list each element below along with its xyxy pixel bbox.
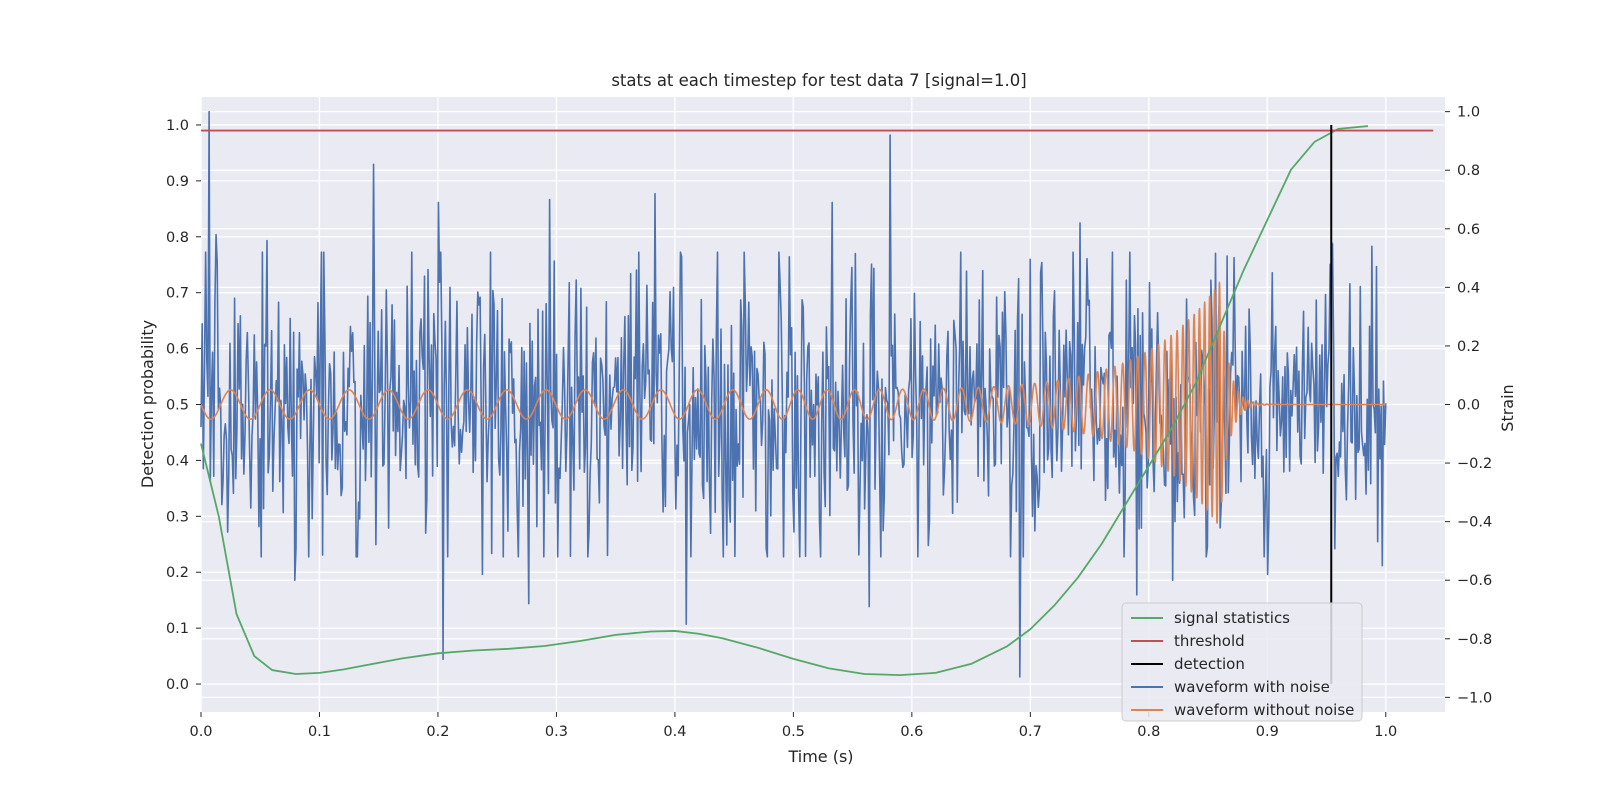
legend-label: waveform with noise bbox=[1174, 678, 1330, 696]
legend-box bbox=[1121, 602, 1363, 722]
legend-label: signal statistics bbox=[1174, 609, 1290, 627]
x-tick-label: 0.9 bbox=[1256, 724, 1279, 740]
x-tick-label: 0.2 bbox=[426, 724, 449, 740]
y2-tick-label: −0.6 bbox=[1457, 573, 1492, 589]
y-tick-label: 0.3 bbox=[166, 509, 189, 525]
y2-tick-label: −1.0 bbox=[1457, 690, 1492, 706]
series-line-waveform-without-noise bbox=[200, 281, 1387, 524]
y-tick-label: 0.0 bbox=[166, 677, 189, 693]
x-tick-label: 0.6 bbox=[900, 724, 923, 740]
x-tick-label: 0.8 bbox=[1137, 724, 1160, 740]
y2-axis-title: Strain bbox=[1498, 384, 1517, 431]
y2-tick-label: −0.4 bbox=[1457, 515, 1492, 531]
series-layer bbox=[200, 110, 1434, 685]
y-tick-label: 0.2 bbox=[166, 565, 189, 581]
y-tick-label: 0.5 bbox=[166, 398, 189, 414]
y-tick-label: 0.8 bbox=[166, 230, 189, 246]
x-axis-title: Time (s) bbox=[787, 747, 853, 766]
y-tick-label: 0.7 bbox=[166, 286, 189, 302]
y2-tick-label: 0.2 bbox=[1457, 339, 1480, 355]
y-tick-label: 1.0 bbox=[166, 118, 189, 134]
legend-label: threshold bbox=[1174, 632, 1245, 650]
x-tick-label: 0.1 bbox=[308, 724, 331, 740]
y2-tick-label: 0.0 bbox=[1457, 398, 1480, 414]
y2-tick-label: −0.2 bbox=[1457, 456, 1492, 472]
legend-label: waveform without noise bbox=[1174, 701, 1354, 719]
y-tick-label: 0.6 bbox=[166, 342, 189, 358]
x-tick-label: 0.3 bbox=[545, 724, 568, 740]
x-tick-label: 0.4 bbox=[663, 724, 686, 740]
x-tick-label: 0.0 bbox=[189, 724, 212, 740]
legend: signal statistics threshold detection wavef… bbox=[1121, 602, 1363, 722]
y2-tick-label: 1.0 bbox=[1457, 105, 1480, 121]
y-tick-label: 0.1 bbox=[166, 621, 189, 637]
axes: 0.0 0.1 0.2 0.3 0.4 0.5 0.6 0.7 0.8 0.9 1.0 0.0 0.1 0… bbox=[166, 105, 1492, 740]
y-axis-title: Detection probability bbox=[138, 320, 157, 488]
chart-title: stats at each timestep for test data 7 [… bbox=[611, 71, 1026, 90]
x-tick-label: 0.5 bbox=[782, 724, 805, 740]
y2-tick-label: 0.8 bbox=[1457, 163, 1480, 179]
y-tick-label: 0.4 bbox=[166, 453, 189, 469]
y2-tick-label: 0.4 bbox=[1457, 280, 1480, 296]
y-tick-label: 0.9 bbox=[166, 174, 189, 190]
x-tick-label: 1.0 bbox=[1374, 724, 1397, 740]
x-tick-label: 0.7 bbox=[1019, 724, 1042, 740]
series-line-signal-statistics bbox=[200, 125, 1369, 676]
y2-tick-label: 0.6 bbox=[1457, 222, 1480, 238]
y2-tick-label: −0.8 bbox=[1457, 632, 1492, 648]
legend-label: detection bbox=[1174, 655, 1245, 673]
